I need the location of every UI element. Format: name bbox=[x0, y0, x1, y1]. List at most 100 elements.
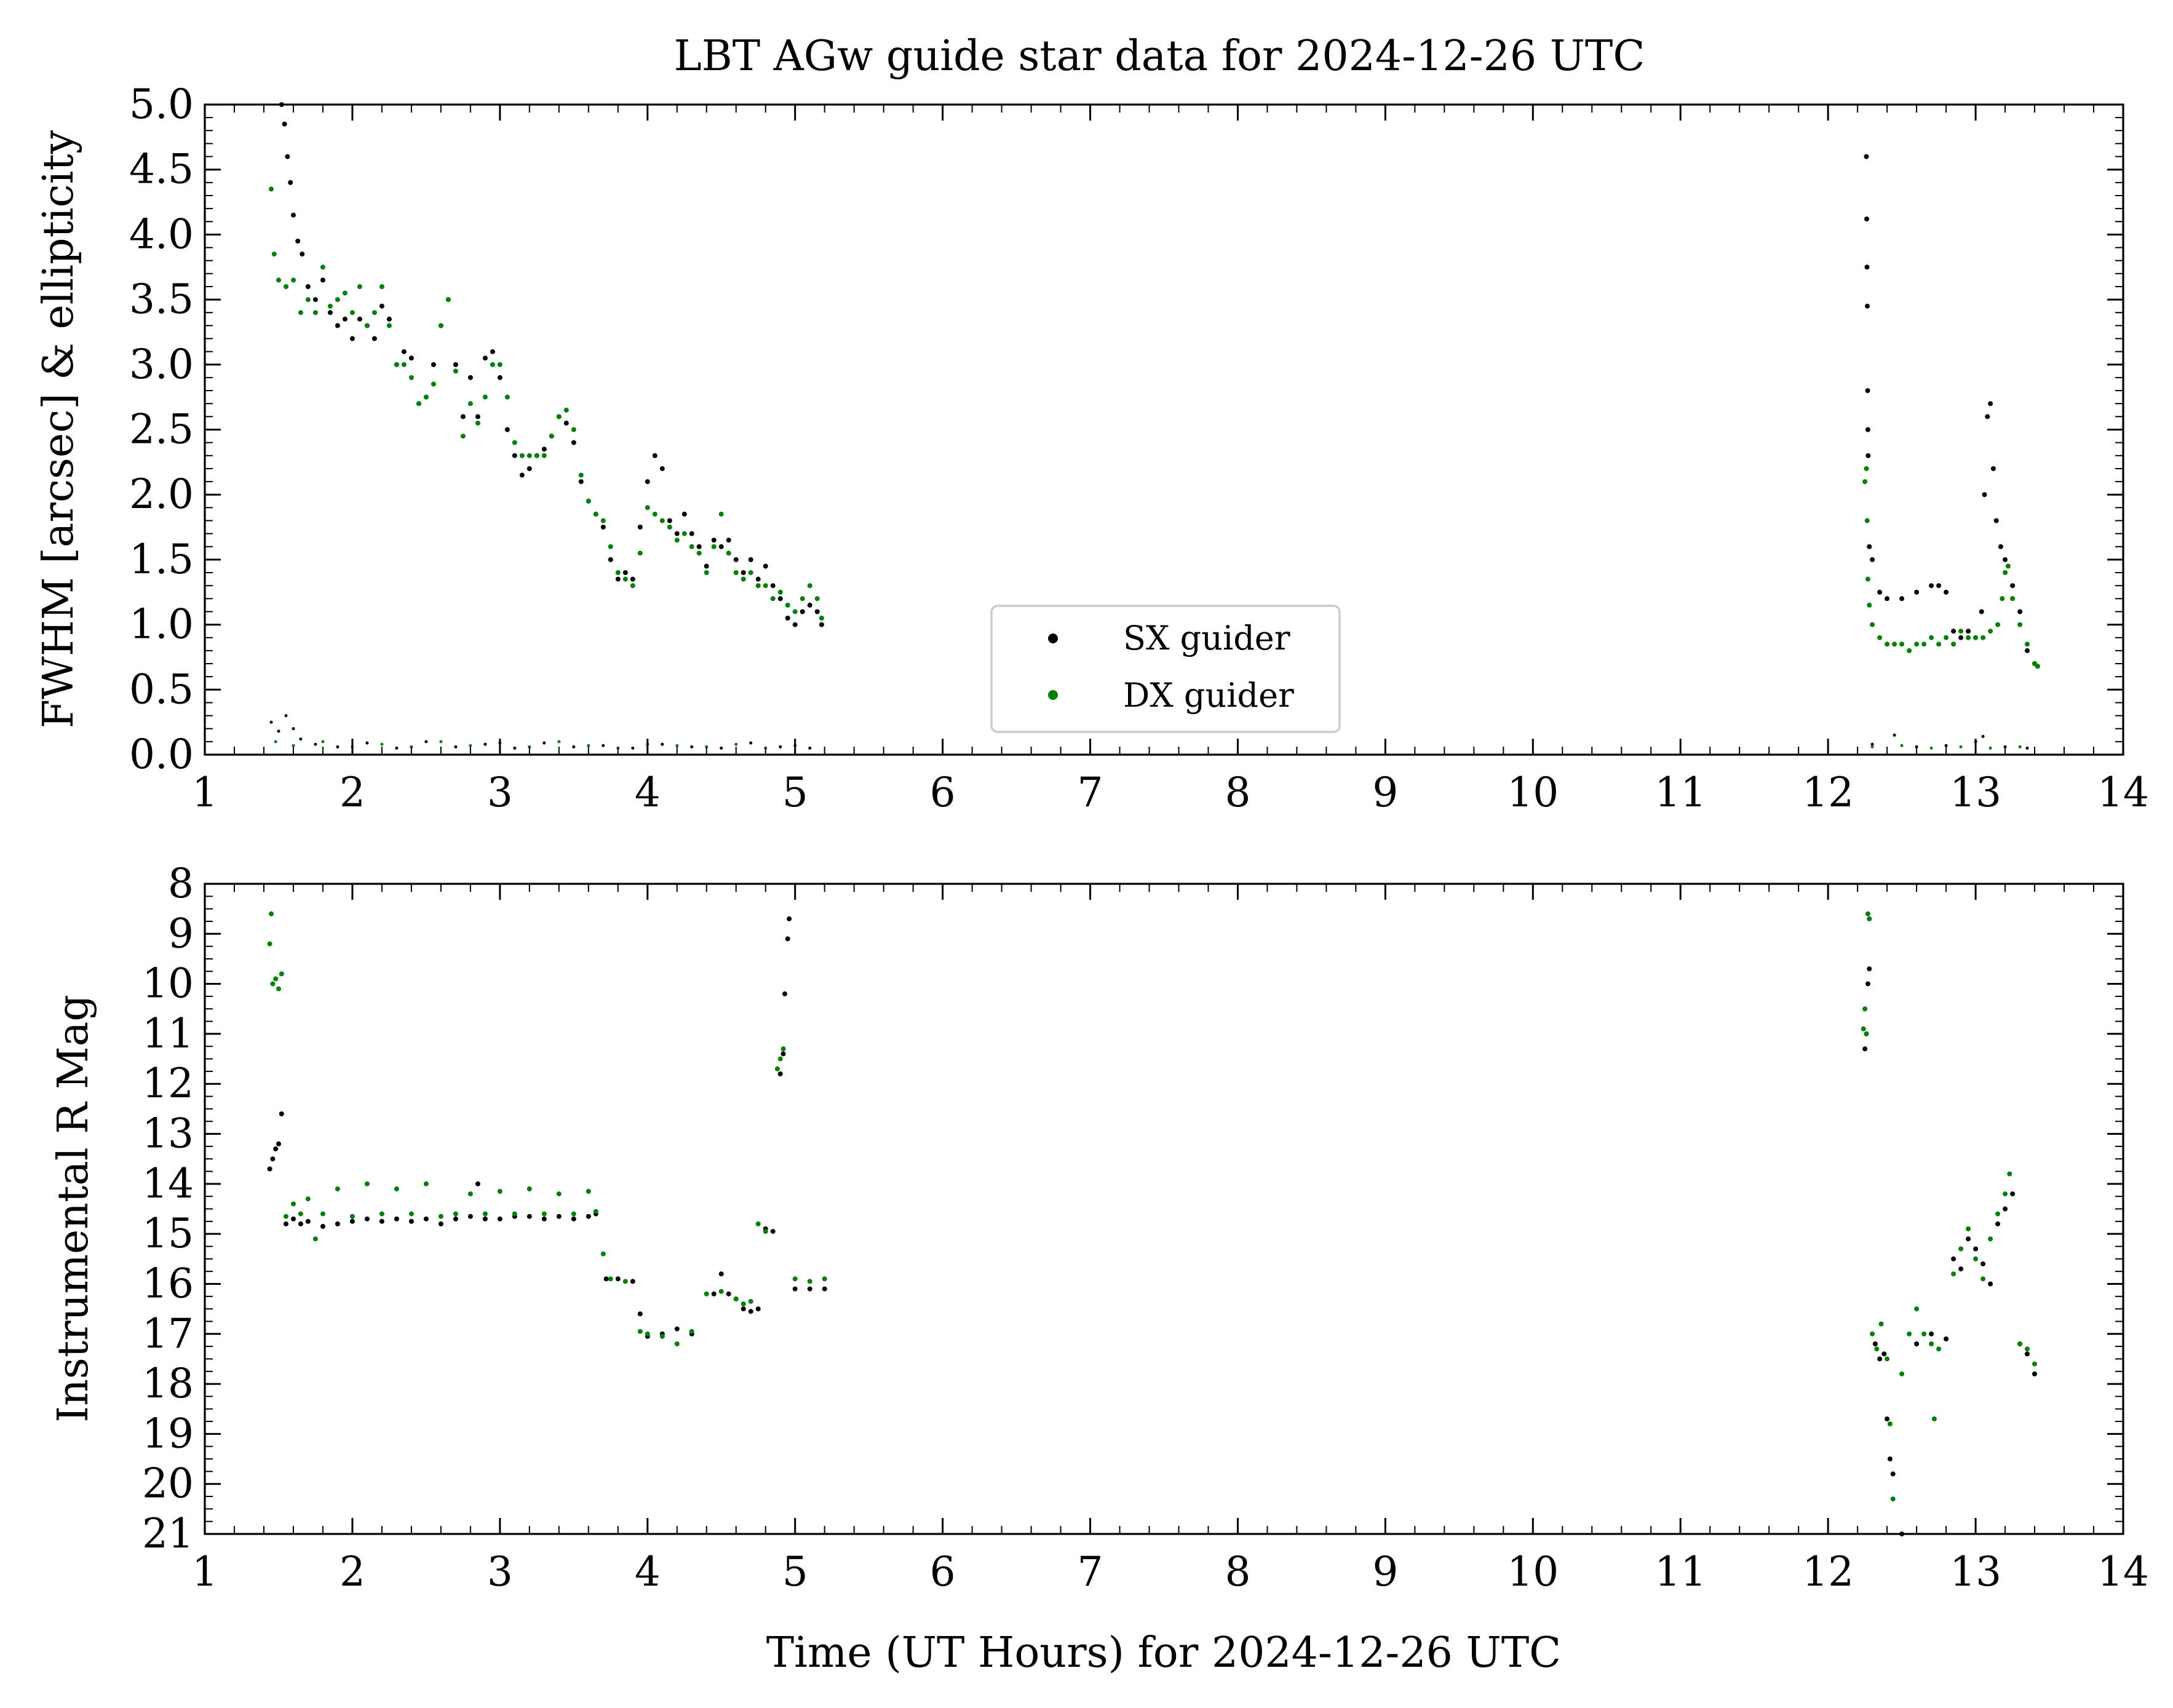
fwhm-point-sx-guider-51 bbox=[630, 576, 635, 582]
magnitude-point-sx-guider-54 bbox=[822, 1286, 827, 1292]
fwhm-point-dx-guider-39 bbox=[549, 434, 554, 439]
fwhm-x-tick-label-2: 2 bbox=[340, 769, 365, 816]
magnitude-point-sx-guider-74 bbox=[1988, 1281, 1993, 1287]
fwhm-point-dx-ellipticity-23 bbox=[1988, 746, 1992, 750]
magnitude-x-tick-label-9: 9 bbox=[1372, 1548, 1398, 1595]
fwhm-y-tick-label-2: 1.0 bbox=[129, 601, 194, 648]
fwhm-point-dx-guider-50 bbox=[630, 583, 635, 589]
magnitude-point-dx-guider-26 bbox=[541, 1211, 547, 1217]
magnitude-point-dx-guider-44 bbox=[755, 1221, 761, 1226]
magnitude-point-dx-guider-35 bbox=[645, 1331, 650, 1337]
magnitude-point-sx-guider-13 bbox=[379, 1218, 384, 1224]
magnitude-point-dx-guider-81 bbox=[2032, 1361, 2037, 1367]
magnitude-point-dx-guider-41 bbox=[733, 1296, 739, 1301]
fwhm-point-dx-guider-62 bbox=[718, 511, 724, 517]
fwhm-point-dx-guider-29 bbox=[475, 420, 480, 426]
fwhm-point-sx-guider-32 bbox=[490, 349, 495, 354]
fwhm-point-sx-guider-36 bbox=[519, 472, 525, 478]
fwhm-point-dx-ellipticity-19 bbox=[1870, 745, 1874, 749]
fwhm-point-dx-guider-82 bbox=[1870, 622, 1875, 627]
magnitude-point-dx-guider-57 bbox=[1870, 1331, 1875, 1337]
fwhm-point-dx-guider-83 bbox=[1877, 635, 1883, 640]
magnitude-point-sx-guider-0 bbox=[267, 1166, 272, 1172]
magnitude-point-dx-guider-5 bbox=[279, 971, 284, 977]
fwhm-point-sx-guider-65 bbox=[733, 557, 739, 562]
fwhm-point-sx-ellipticity-22 bbox=[808, 746, 812, 750]
legend-marker-dx bbox=[1048, 690, 1058, 700]
fwhm-point-sx-ellipticity-2 bbox=[284, 714, 288, 718]
fwhm-point-sx-guider-92 bbox=[1936, 583, 1942, 589]
fwhm-point-sx-guider-42 bbox=[563, 420, 569, 426]
magnitude-point-dx-guider-70 bbox=[1951, 1271, 1956, 1277]
magnitude-point-sx-guider-38 bbox=[711, 1291, 717, 1297]
magnitude-point-sx-guider-5 bbox=[284, 1221, 288, 1226]
fwhm-point-dx-guider-102 bbox=[2005, 563, 2011, 569]
magnitude-point-sx-guider-64 bbox=[1890, 1471, 1896, 1477]
fwhm-point-dx-guider-34 bbox=[512, 440, 517, 445]
legend-box bbox=[990, 605, 1341, 733]
fwhm-point-sx-guider-8 bbox=[312, 297, 318, 303]
fwhm-point-sx-guider-89 bbox=[1899, 596, 1905, 602]
magnitude-point-dx-guider-52 bbox=[1861, 1026, 1866, 1031]
fwhm-point-sx-guider-39 bbox=[541, 447, 547, 452]
magnitude-point-sx-guider-67 bbox=[1929, 1331, 1934, 1337]
magnitude-point-sx-guider-6 bbox=[291, 1216, 296, 1221]
fwhm-point-sx-guider-21 bbox=[408, 356, 414, 361]
magnitude-point-sx-guider-20 bbox=[475, 1181, 480, 1186]
fwhm-point-sx-ellipticity-0 bbox=[269, 720, 273, 724]
magnitude-point-dx-guider-65 bbox=[1914, 1306, 1920, 1312]
fwhm-point-dx-ellipticity-2 bbox=[321, 740, 325, 744]
magnitude-point-sx-guider-80 bbox=[2032, 1371, 2037, 1376]
fwhm-point-sx-guider-91 bbox=[1929, 583, 1934, 589]
fwhm-y-axis-label: FWHM [arcsec] & ellipticity bbox=[34, 130, 83, 728]
magnitude-y-tick-label-3: 11 bbox=[142, 1010, 194, 1057]
magnitude-x-tick-label-14: 14 bbox=[2097, 1548, 2149, 1595]
magnitude-point-dx-guider-75 bbox=[1988, 1236, 1993, 1242]
x-axis-label: Time (UT Hours) for 2024-12-26 UTC bbox=[766, 1629, 1561, 1677]
fwhm-point-dx-guider-43 bbox=[578, 472, 584, 478]
fwhm-point-sx-guider-70 bbox=[770, 583, 776, 589]
magnitude-point-dx-guider-10 bbox=[312, 1236, 318, 1242]
fwhm-point-dx-guider-11 bbox=[342, 290, 348, 296]
fwhm-point-dx-guider-31 bbox=[490, 362, 495, 367]
magnitude-point-dx-guider-6 bbox=[284, 1213, 288, 1219]
fwhm-point-dx-guider-16 bbox=[379, 284, 384, 289]
fwhm-point-sx-guider-77 bbox=[819, 622, 824, 627]
magnitude-point-sx-guider-18 bbox=[453, 1216, 458, 1221]
magnitude-point-dx-guider-62 bbox=[1890, 1496, 1896, 1502]
fwhm-point-dx-guider-14 bbox=[364, 323, 370, 328]
magnitude-point-dx-guider-36 bbox=[659, 1333, 665, 1339]
magnitude-x-tick-label-8: 8 bbox=[1225, 1548, 1250, 1595]
magnitude-point-sx-guider-51 bbox=[787, 916, 792, 921]
fwhm-point-dx-guider-52 bbox=[645, 505, 650, 510]
fwhm-point-dx-guider-32 bbox=[497, 362, 503, 367]
fwhm-y-tick-label-8: 4.0 bbox=[129, 210, 194, 258]
fwhm-point-sx-guider-64 bbox=[726, 538, 731, 543]
magnitude-y-tick-label-4: 12 bbox=[142, 1060, 194, 1107]
fwhm-point-sx-guider-43 bbox=[571, 440, 576, 445]
magnitude-point-sx-guider-63 bbox=[1887, 1456, 1893, 1461]
fwhm-point-sx-ellipticity-21 bbox=[779, 745, 782, 749]
magnitude-point-dx-guider-77 bbox=[2003, 1191, 2008, 1197]
fwhm-point-sx-guider-13 bbox=[349, 336, 355, 341]
fwhm-point-dx-guider-38 bbox=[541, 453, 547, 458]
fwhm-point-sx-guider-79 bbox=[1864, 216, 1869, 221]
fwhm-point-sx-guider-9 bbox=[320, 277, 325, 283]
fwhm-point-sx-guider-66 bbox=[741, 570, 746, 575]
magnitude-point-dx-guider-30 bbox=[593, 1209, 598, 1214]
fwhm-point-sx-guider-11 bbox=[335, 323, 340, 328]
fwhm-point-dx-guider-97 bbox=[1980, 635, 1986, 640]
fwhm-point-dx-guider-8 bbox=[320, 264, 325, 270]
magnitude-point-dx-guider-56 bbox=[1867, 916, 1872, 921]
fwhm-point-dx-guider-55 bbox=[667, 525, 672, 530]
fwhm-point-sx-guider-76 bbox=[814, 609, 820, 614]
chart-title: LBT AGw guide star data for 2024-12-26 U… bbox=[674, 32, 1645, 81]
magnitude-point-sx-guider-79 bbox=[2025, 1351, 2030, 1357]
fwhm-point-dx-guider-100 bbox=[2000, 596, 2005, 602]
magnitude-point-dx-guider-3 bbox=[273, 976, 279, 982]
magnitude-point-dx-guider-15 bbox=[379, 1211, 384, 1217]
fwhm-point-sx-ellipticity-11 bbox=[483, 742, 487, 746]
magnitude-point-sx-guider-10 bbox=[335, 1221, 340, 1226]
fwhm-point-sx-guider-3 bbox=[288, 180, 293, 185]
